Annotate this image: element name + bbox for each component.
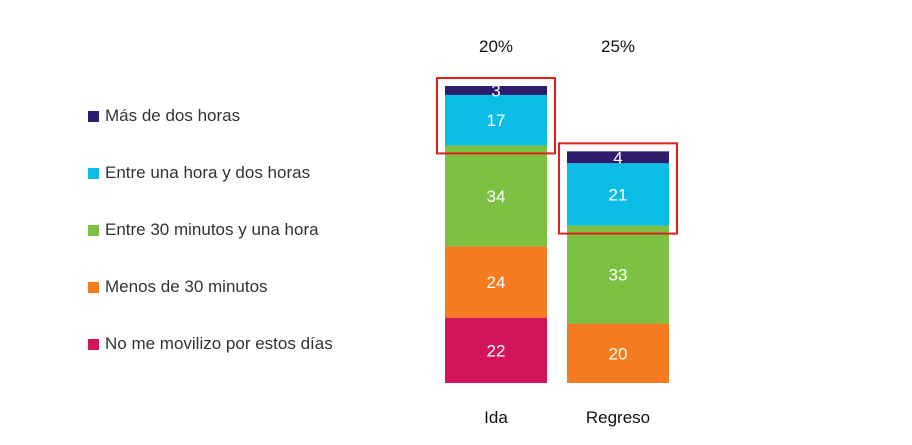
data-label: 3 (491, 81, 500, 100)
data-label: 24 (487, 273, 506, 292)
legend-label: Más de dos horas (105, 106, 241, 125)
data-label: 34 (487, 187, 506, 206)
bar-segment (445, 94, 547, 146)
bar-segment (445, 317, 547, 383)
legend-swatch (88, 281, 99, 293)
legend-swatch (88, 338, 99, 350)
legend-swatch (88, 224, 99, 236)
data-label: 22 (487, 341, 506, 360)
data-label: 21 (609, 185, 628, 204)
bar-segment (445, 86, 547, 95)
bar-segment (567, 151, 669, 164)
data-label: 4 (613, 148, 622, 167)
legend-label: Entre una hora y dos horas (105, 163, 311, 182)
legend-item: Entre una hora y dos horas (88, 163, 310, 183)
bar-segment (445, 145, 547, 247)
highlight-box (558, 142, 678, 235)
category-label: Ida (484, 408, 508, 427)
legend-item: Más de dos horas (88, 106, 240, 126)
legend-label: Entre 30 minutos y una hora (105, 220, 319, 239)
legend-item: Entre 30 minutos y una hora (88, 220, 319, 240)
data-label: 33 (609, 266, 628, 285)
data-label: 17 (487, 111, 506, 130)
legend-label: No me movilizo por estos días (105, 334, 333, 353)
bar-segment (567, 225, 669, 324)
legend-swatch (88, 167, 99, 179)
legend-swatch (88, 110, 99, 122)
legend-item: Menos de 30 minutos (88, 277, 268, 297)
bar-segment (567, 323, 669, 383)
bar-segment (567, 163, 669, 226)
legend-item: No me movilizo por estos días (88, 334, 333, 354)
legend-label: Menos de 30 minutos (105, 277, 268, 296)
category-label: Regreso (586, 408, 650, 427)
highlight-box (436, 77, 556, 155)
top-percentage-label: 25% (601, 37, 635, 56)
bar-segment (445, 246, 547, 318)
top-percentage-label: 20% (479, 37, 513, 56)
data-label: 20 (609, 344, 628, 363)
